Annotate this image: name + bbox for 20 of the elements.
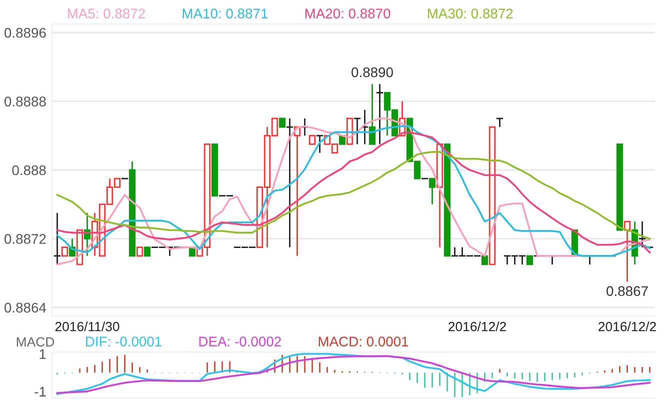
x-tick-label: 2016/12/2 — [598, 322, 656, 332]
text: MA10: 0.8871 — [182, 8, 268, 18]
text: MA20: 0.8870 — [305, 8, 390, 18]
y-tick-label: 0.888 — [12, 165, 46, 176]
y-tick-label: 0.8888 — [4, 96, 46, 106]
annotation: 0.8867 — [606, 286, 648, 296]
text: DIF: -0.0001 — [86, 336, 162, 346]
y-tick-label: -1 — [34, 386, 46, 396]
y-tick-label: 1 — [40, 349, 46, 359]
y-tick-label: 0.8896 — [4, 28, 46, 38]
annotation: 0.8890 — [352, 67, 393, 78]
series-label: DEA: -0.0002 — [199, 336, 281, 346]
x-tick-label: 2016/11/30 — [55, 322, 120, 332]
text: MA5: 0.8872 — [68, 8, 145, 18]
text: MA30: 0.8872 — [428, 8, 513, 18]
y-tick-label: 0.8864 — [4, 302, 46, 313]
x-tick-label: 2016/12/2 — [448, 322, 506, 332]
series-label: MACD: 0.0001 — [318, 336, 408, 346]
y-tick-label: 0.8872 — [4, 234, 46, 244]
chart-title: MACD — [16, 337, 54, 347]
